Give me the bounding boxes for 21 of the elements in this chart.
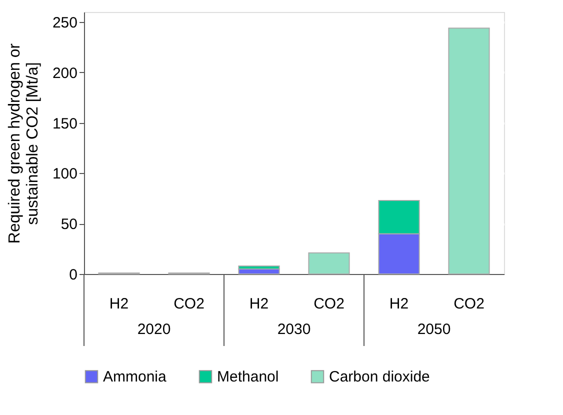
x-tick-label: CO2 xyxy=(314,296,344,312)
x-tick-label: CO2 xyxy=(454,296,484,312)
y-tick-label: 100 xyxy=(52,166,78,183)
y-tick-label: 0 xyxy=(69,266,78,284)
x-tick-label: CO2 xyxy=(174,296,204,312)
text: 2020 xyxy=(137,321,171,338)
bar xyxy=(308,252,350,274)
text: 2050 xyxy=(417,321,451,338)
y-axis-title: Required green hydrogen or sustainable CO2 [Mt/a] xyxy=(6,42,42,244)
legend-label: Methanol xyxy=(217,368,279,386)
x-tick-label: H2 xyxy=(389,296,409,312)
y-tick-label: 50 xyxy=(60,216,78,234)
text: 2030 xyxy=(277,321,311,338)
legend-label: Carbon dioxide xyxy=(329,368,430,386)
y-tick-label: 200 xyxy=(52,64,78,82)
x-tick-label: H2 xyxy=(109,296,129,312)
x-tick-label: H2 xyxy=(249,296,269,312)
y-tick-label: 150 xyxy=(52,115,78,132)
bar xyxy=(448,28,490,274)
y-tick-label: 250 xyxy=(52,14,78,32)
legend-label: Ammonia xyxy=(103,368,168,386)
